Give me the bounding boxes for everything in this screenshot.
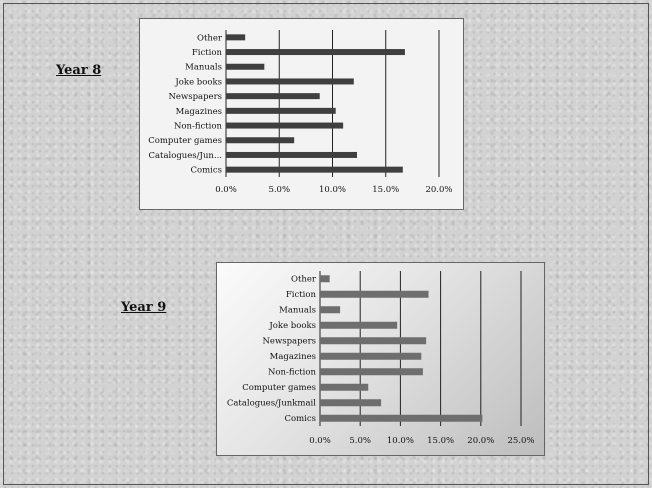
year8-chart: 0.0% 5.0% 10.0% 15.0% 20.0% Other Fiction Manua… [148,30,453,195]
category-label: Catalogues/Junkmail [227,399,316,409]
bar [320,306,341,314]
bar [320,275,330,283]
bar [226,122,344,129]
bar [226,34,246,41]
category-label: Newspapers [168,92,222,102]
category-label: Manuals [185,63,222,73]
year8-label: Year 8 [56,63,102,78]
bar [320,290,429,298]
category-label: Computer games [242,383,316,393]
category-label: Manuals [279,306,316,316]
x-tick-label: 0.0% [215,185,237,195]
category-label: Magazines [176,107,222,117]
x-tick-label: 20.0% [467,436,494,446]
category-label: Newspapers [262,337,316,347]
year9-chart-panel: 0.0% 5.0% 10.0% 15.0% 20.0% 25.0% Other Fiction… [216,262,545,456]
bar [226,151,357,158]
slide-frame [3,3,649,485]
category-label: Fiction [192,48,223,58]
category-label: Catalogues/Jun... [148,151,222,161]
category-label: Other [197,33,223,43]
bar [320,414,483,422]
year8-chart-panel: 0.0% 5.0% 10.0% 15.0% 20.0% Other Fiction Manua… [139,18,464,210]
category-label: Joke books [268,321,316,331]
category-label: Non-fiction [268,368,317,378]
bar [226,63,265,70]
bar [226,137,295,144]
bar [320,352,422,360]
bar [320,337,427,345]
category-label: Fiction [286,290,317,300]
x-tick-label: 10.0% [387,436,414,446]
x-tick-label: 10.0% [319,185,346,195]
x-tick-label: 25.0% [507,436,534,446]
bar [226,49,405,56]
bar [226,78,354,85]
category-label: Non-fiction [174,122,223,132]
x-tick-label: 5.0% [268,185,290,195]
year9-chart: 0.0% 5.0% 10.0% 15.0% 20.0% 25.0% Other Fiction… [227,271,535,446]
x-tick-label: 20.0% [425,185,452,195]
category-label: Other [291,275,317,285]
year9-label: Year 9 [121,300,167,315]
bar [226,93,320,100]
category-label: Comics [190,166,222,176]
bar [320,383,369,391]
category-label: Comics [284,414,316,424]
category-label: Joke books [174,77,222,87]
bar [320,399,382,407]
category-label: Magazines [270,352,316,362]
bar [320,368,423,376]
x-tick-label: 15.0% [372,185,399,195]
bar [320,321,398,329]
category-label: Computer games [148,136,222,146]
x-tick-label: 5.0% [349,436,371,446]
bar [226,107,336,114]
x-tick-label: 15.0% [427,436,454,446]
x-tick-label: 0.0% [309,436,331,446]
bar [226,166,403,173]
